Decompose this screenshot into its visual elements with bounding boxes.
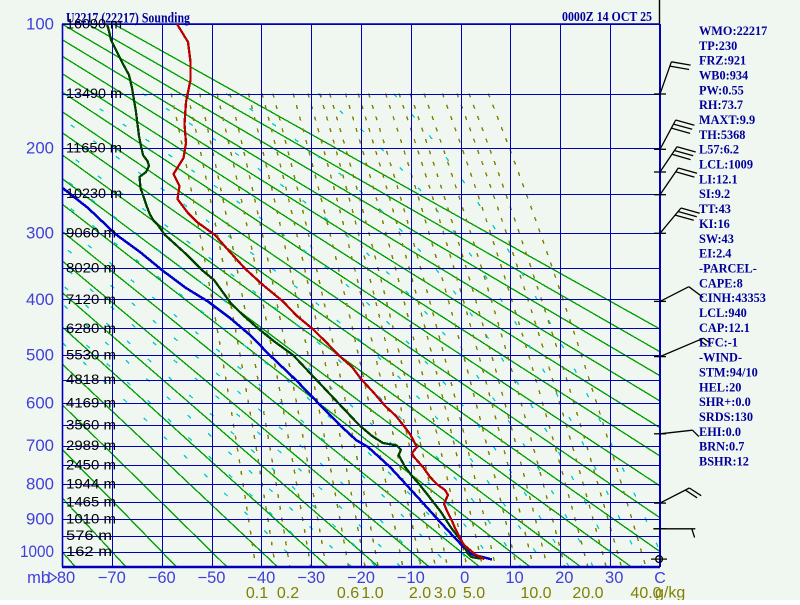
svg-text:30: 30 [605,569,623,587]
svg-text:1010 m: 1010 m [66,512,116,527]
svg-text:10: 10 [505,569,523,587]
svg-text:SRDS:130: SRDS:130 [699,410,753,424]
svg-text:1944 m: 1944 m [66,477,116,492]
svg-text:SHR+:0.0: SHR+:0.0 [699,395,751,409]
svg-text:HEL:20: HEL:20 [699,380,741,394]
svg-text:13490 m: 13490 m [66,86,122,101]
svg-text:WMO:22217: WMO:22217 [699,24,767,38]
svg-text:600: 600 [26,394,54,413]
svg-text:5530 m: 5530 m [66,347,116,362]
svg-text:−60: −60 [148,569,176,587]
svg-text:−10: −10 [397,569,425,587]
svg-text:−30: −30 [297,569,325,587]
svg-text:40.0: 40.0 [630,585,661,600]
svg-text:CAP:12.1: CAP:12.1 [699,321,750,335]
svg-text:PW:0.55: PW:0.55 [699,83,744,97]
svg-text:RH:73.7: RH:73.7 [699,98,743,112]
svg-text:−40: −40 [247,569,275,587]
svg-text:300: 300 [26,224,54,243]
svg-text:TT:43: TT:43 [699,202,731,216]
svg-text:EI:2.4: EI:2.4 [699,247,731,261]
svg-text:2.0: 2.0 [409,585,431,600]
svg-text:TP:230: TP:230 [699,39,737,53]
svg-text:700: 700 [26,436,54,455]
svg-text:TH:5368: TH:5368 [699,128,745,142]
svg-text:162 m: 162 m [66,544,112,559]
svg-text:−70: −70 [98,569,126,587]
svg-text:0.1: 0.1 [246,585,268,600]
svg-text:U2217 (22217) Sounding: U2217 (22217) Sounding [66,11,191,27]
svg-text:20.0: 20.0 [572,585,603,600]
svg-text:0000Z 14 OCT 25: 0000Z 14 OCT 25 [562,10,652,25]
svg-text:LFC:-1: LFC:-1 [699,336,738,350]
svg-text:8020 m: 8020 m [66,260,116,275]
svg-text:3560 m: 3560 m [66,417,116,432]
svg-text:900: 900 [26,510,54,529]
svg-text:FRZ:921: FRZ:921 [699,54,746,68]
svg-text:BSHR:12: BSHR:12 [699,455,749,469]
svg-text:−20: −20 [347,569,375,587]
svg-text:1465 m: 1465 m [66,495,116,510]
svg-text:11650 m: 11650 m [66,141,122,156]
svg-text:-WIND-: -WIND- [699,351,742,365]
svg-text:0.2: 0.2 [277,585,299,600]
svg-text:0: 0 [460,569,469,587]
svg-text:400: 400 [26,290,54,309]
svg-text:CINH:43353: CINH:43353 [699,291,766,305]
svg-text:SI:9.2: SI:9.2 [699,187,730,201]
svg-text:CAPE:8: CAPE:8 [699,276,743,290]
svg-text:5.0: 5.0 [463,585,485,600]
svg-text:500: 500 [26,345,54,364]
svg-text:L57:6.2: L57:6.2 [699,143,739,157]
svg-text:2450 m: 2450 m [66,458,116,473]
svg-text:4818 m: 4818 m [66,372,116,387]
svg-text:100: 100 [26,15,54,34]
svg-text:16090 m: 16090 m [66,17,122,32]
svg-text:KI:16: KI:16 [699,217,730,231]
svg-text:9060 m: 9060 m [66,226,116,241]
svg-text:LI:12.1: LI:12.1 [699,172,738,186]
svg-text:800: 800 [26,475,54,494]
svg-text:2989 m: 2989 m [66,438,116,453]
svg-text:−50: −50 [198,569,226,587]
svg-text:LCL:1009: LCL:1009 [699,158,753,172]
svg-text:MAXT:9.9: MAXT:9.9 [699,113,755,127]
svg-text:BRN:0.7: BRN:0.7 [699,440,744,454]
svg-text:WB0:934: WB0:934 [699,69,748,83]
svg-text:4169 m: 4169 m [66,396,116,411]
svg-text:10.0: 10.0 [520,585,551,600]
svg-text:10230 m: 10230 m [66,186,122,201]
svg-text:7120 m: 7120 m [66,292,116,307]
svg-text:200: 200 [26,139,54,158]
svg-text:STM:94/10: STM:94/10 [699,365,758,379]
svg-text:LCL:940: LCL:940 [699,306,747,320]
svg-text:3.0: 3.0 [434,585,456,600]
svg-text:-PARCEL-: -PARCEL- [699,262,757,276]
svg-text:1.0: 1.0 [361,585,383,600]
svg-text:1000: 1000 [20,542,54,561]
svg-text:EHI:0.0: EHI:0.0 [699,425,741,439]
svg-text:576 m: 576 m [66,528,112,543]
svg-text:C: C [654,570,666,587]
svg-text:20: 20 [555,569,573,587]
svg-text:6280 m: 6280 m [66,321,116,336]
svg-text:g/kg: g/kg [655,585,685,601]
svg-text:80: 80 [57,569,75,587]
svg-text:0.6: 0.6 [337,585,359,600]
svg-text:SW:43: SW:43 [699,232,734,246]
svg-text:mb: mb [27,569,50,587]
